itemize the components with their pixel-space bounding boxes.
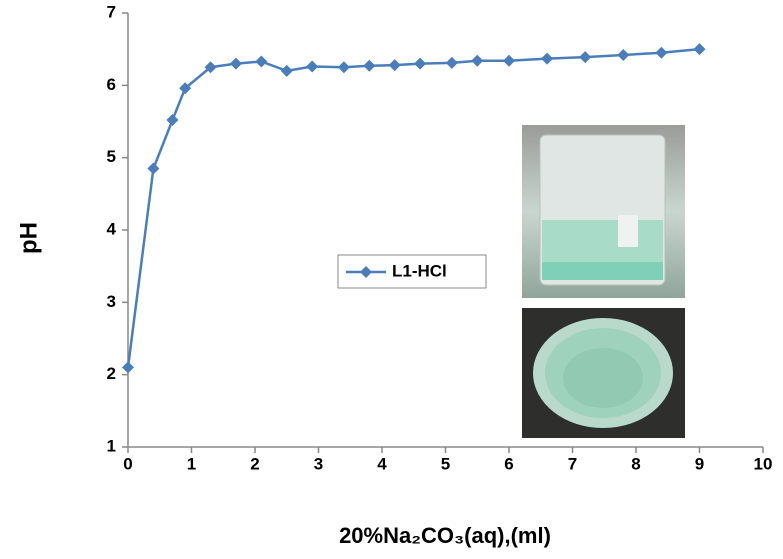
x-tick-label: 6: [504, 454, 513, 473]
x-tick-label: 1: [187, 454, 196, 473]
x-tick-label: 5: [441, 454, 450, 473]
x-tick-label: 9: [695, 454, 704, 473]
data-point: [179, 82, 192, 95]
legend: L1-HCl: [337, 254, 487, 289]
y-tick-label: 1: [107, 436, 116, 455]
data-point: [363, 59, 376, 72]
data-point: [655, 46, 668, 59]
data-point: [204, 61, 217, 74]
data-point: [693, 43, 706, 56]
x-tick-label: 0: [123, 454, 132, 473]
x-tick-label: 7: [568, 454, 577, 473]
legend-marker: [360, 266, 372, 278]
data-point: [122, 361, 134, 374]
y-tick-label: 6: [107, 75, 116, 94]
data-point: [147, 162, 160, 175]
data-point: [541, 52, 554, 65]
data-point: [414, 57, 427, 70]
x-axis-title: 20%Na₂CO₃(aq),(ml): [339, 523, 551, 548]
data-point: [503, 54, 515, 67]
data-point: [229, 57, 242, 70]
data-point: [617, 48, 630, 61]
y-tick-label: 5: [107, 147, 116, 166]
data-point: [166, 114, 179, 127]
data-point: [255, 55, 268, 68]
x-tick-label: 10: [754, 454, 773, 473]
photo-beaker: [522, 125, 685, 298]
x-tick-label: 8: [631, 454, 640, 473]
data-point: [445, 56, 458, 69]
x-tick-label: 2: [250, 454, 259, 473]
data-point: [579, 51, 592, 64]
x-tick-label: 3: [314, 454, 323, 473]
y-tick-label: 2: [107, 364, 116, 383]
data-point: [306, 60, 319, 73]
x-tick-label: 4: [377, 454, 387, 473]
data-point: [337, 61, 350, 74]
data-point: [280, 64, 293, 77]
data-point: [388, 59, 401, 72]
y-tick-label: 3: [107, 292, 116, 311]
data-point: [471, 54, 484, 67]
legend-label: L1-HCl: [392, 261, 447, 280]
y-tick-label: 7: [107, 2, 116, 21]
y-tick-label: 4: [107, 219, 117, 238]
photo-dish: [522, 308, 685, 438]
y-axis-title: pH: [15, 222, 42, 254]
